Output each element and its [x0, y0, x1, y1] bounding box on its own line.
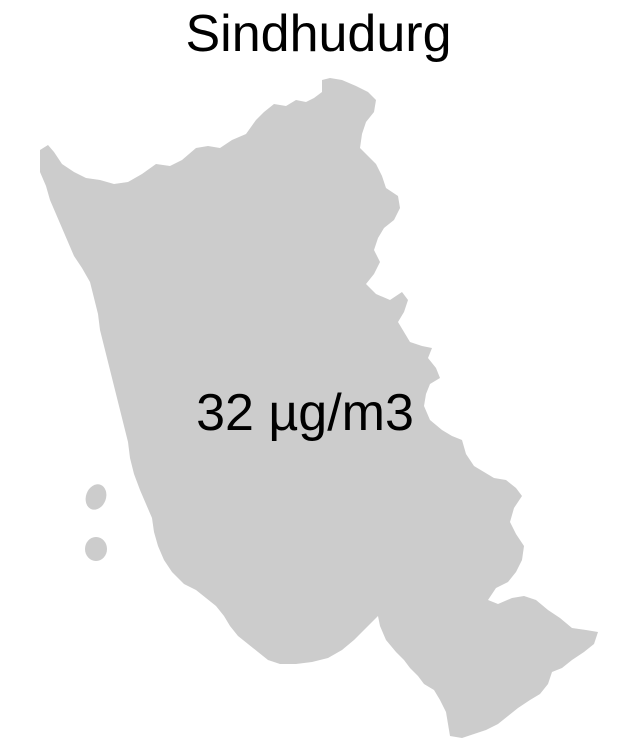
island-shape-north [85, 484, 107, 510]
district-shape-sindhudurg [40, 78, 598, 738]
island-shape-south [85, 537, 107, 561]
pollution-value-label: 32 µg/m3 [196, 384, 414, 442]
district-title: Sindhudurg [185, 5, 452, 63]
